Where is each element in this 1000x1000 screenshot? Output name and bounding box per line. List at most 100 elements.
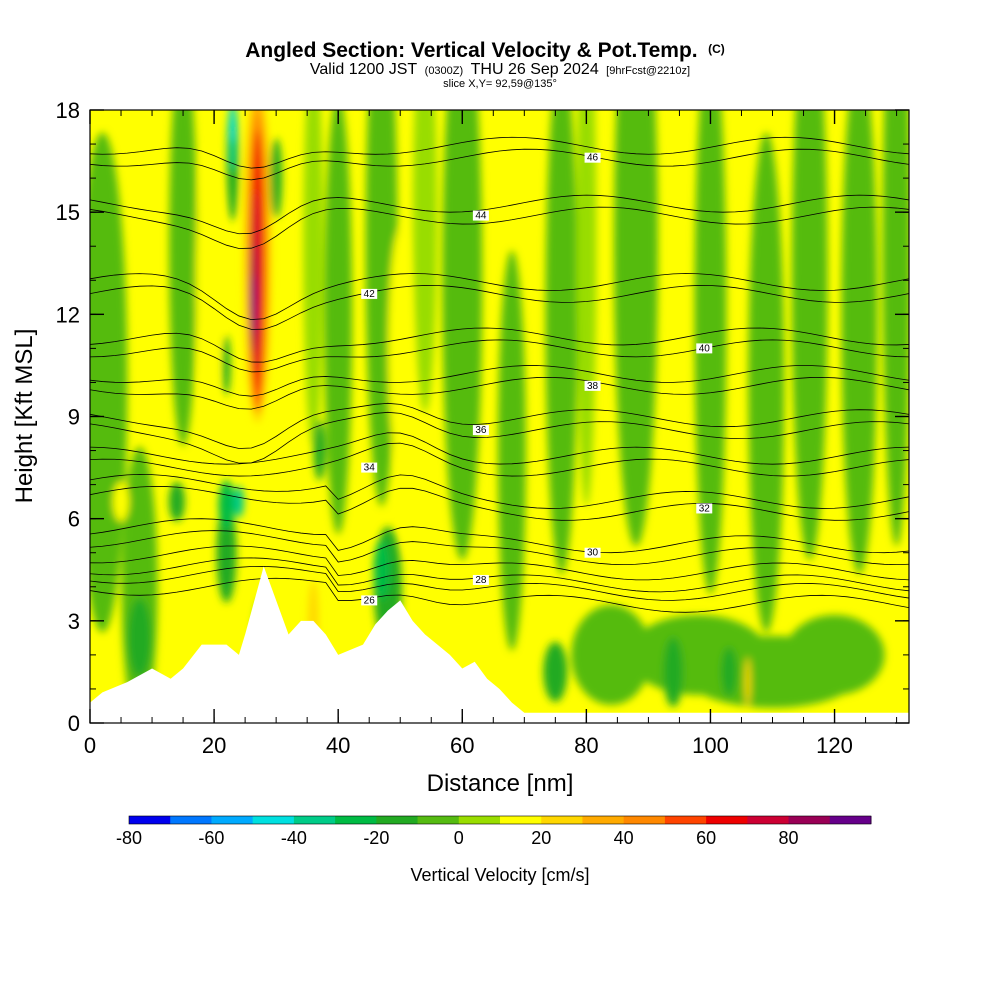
theta-contour-line (90, 557, 909, 593)
colorbar-swatch (664, 816, 707, 824)
velocity-cell (543, 641, 568, 702)
theta-contour-label: 30 (587, 548, 599, 559)
velocity-cell (784, 614, 885, 695)
colorbar-swatch (623, 816, 666, 824)
velocity-cell (270, 138, 283, 219)
colorbar-tick-label: -60 (198, 828, 224, 848)
theta-contour-line (90, 376, 909, 410)
theta-contour-line (90, 432, 909, 465)
theta-contour-line (90, 577, 909, 613)
theta-label-bg (696, 503, 713, 514)
y-tick-label: 12 (56, 302, 80, 327)
y-axis-label: Height [Kft MSL] (11, 329, 38, 504)
theta-contour-line (90, 136, 909, 169)
theta-contour-label: 40 (699, 343, 711, 354)
theta-contour-line (90, 474, 909, 509)
y-tick-label: 18 (56, 98, 80, 123)
y-tick-label: 0 (68, 711, 80, 736)
y-tick-label: 6 (68, 507, 80, 532)
theta-contour-line (90, 518, 909, 554)
y-tick-label: 15 (56, 200, 80, 225)
colorbar-tick-label: -40 (281, 828, 307, 848)
velocity-cell (222, 335, 231, 396)
velocity-cell (365, 110, 398, 507)
theta-contour-line (90, 206, 909, 249)
colorbar-label: Vertical Velocity [cm/s] (410, 865, 589, 885)
colorbar-swatch (706, 816, 748, 824)
theta-contour-line (90, 545, 909, 581)
colorbar-tick-label: 20 (531, 828, 551, 848)
velocity-cell (748, 132, 785, 633)
colorbar-swatch (829, 816, 872, 824)
colorbar-swatch (582, 816, 625, 824)
colorbar-tick-label: -20 (363, 828, 389, 848)
colorbar-swatch (293, 816, 336, 824)
theta-contour-label: 32 (699, 503, 711, 514)
velocity-cell (721, 646, 738, 697)
theta-contour-line (90, 285, 909, 330)
colorbar-swatch (170, 816, 212, 824)
velocity-cell (229, 110, 236, 144)
terrain-mask (90, 566, 909, 723)
colorbar-swatch (747, 816, 790, 824)
x-tick-label: 100 (692, 733, 729, 758)
theta-contour-label: 42 (364, 289, 376, 300)
velocity-cell (571, 604, 652, 705)
y-tick-label: 9 (68, 405, 80, 430)
theta-contour-line (90, 194, 909, 235)
velocity-cell (791, 110, 828, 561)
colorbar: -80 -60 -40 -20 0 20 40 60 80 (116, 815, 872, 848)
theta-label-bg (472, 574, 489, 585)
chart-title: Angled Section: Vertical Velocity & Pot.… (245, 39, 725, 62)
theta-label-bg (361, 595, 378, 606)
colorbar-tick-label: -80 (116, 828, 142, 848)
velocity-cell (663, 636, 684, 707)
velocity-cell (841, 110, 878, 575)
velocity-cell (497, 250, 526, 651)
velocity-cell (402, 414, 423, 555)
theta-contour-line (90, 442, 909, 477)
theta-contour-line (90, 530, 909, 566)
colorbar-tick-label: 60 (696, 828, 716, 848)
x-tick-label: 120 (816, 733, 853, 758)
colorbar-tick-label: 80 (779, 828, 799, 848)
theta-contour-line (90, 148, 909, 181)
theta-contour-label: 34 (364, 463, 376, 474)
theta-contour-label: 38 (587, 381, 599, 392)
theta-contour-line (90, 411, 909, 464)
theta-contour-label: 46 (587, 153, 599, 164)
velocity-cell (113, 481, 130, 522)
colorbar-swatch (376, 816, 419, 824)
x-tick-label: 40 (326, 733, 350, 758)
velocity-cell (324, 110, 353, 535)
theta-contour-line (90, 402, 909, 449)
theta-label-bg (584, 380, 601, 391)
x-tick-label: 80 (574, 733, 598, 758)
x-tick-label: 0 (84, 733, 96, 758)
colorbar-swatch (417, 816, 460, 824)
colorbar-frame (128, 815, 872, 825)
theta-contour-line (90, 365, 909, 397)
colorbar-swatch (788, 816, 831, 824)
colorbar-swatch (458, 816, 501, 824)
theta-contour-line (90, 565, 909, 601)
theta-contour-label: 28 (475, 575, 487, 586)
velocity-cell (216, 502, 237, 603)
velocity-cell (233, 485, 244, 518)
velocity-field (90, 110, 909, 723)
updraft-core (251, 274, 256, 335)
velocity-cell (303, 110, 324, 447)
y-tick-label: 3 (68, 609, 80, 634)
velocity-cell (744, 657, 751, 708)
velocity-cell (195, 150, 220, 411)
plot-area: 26 28 30 32 34 36 38 40 42 44 46 (90, 110, 909, 723)
colorbar-swatch (129, 816, 171, 824)
colorbar-swatch (541, 816, 583, 824)
x-axis-label: Distance [nm] (427, 770, 574, 797)
x-tick-label: 20 (202, 733, 226, 758)
velocity-cell (413, 110, 438, 413)
colorbar-swatch (252, 816, 295, 824)
theta-label-bg (361, 462, 378, 473)
